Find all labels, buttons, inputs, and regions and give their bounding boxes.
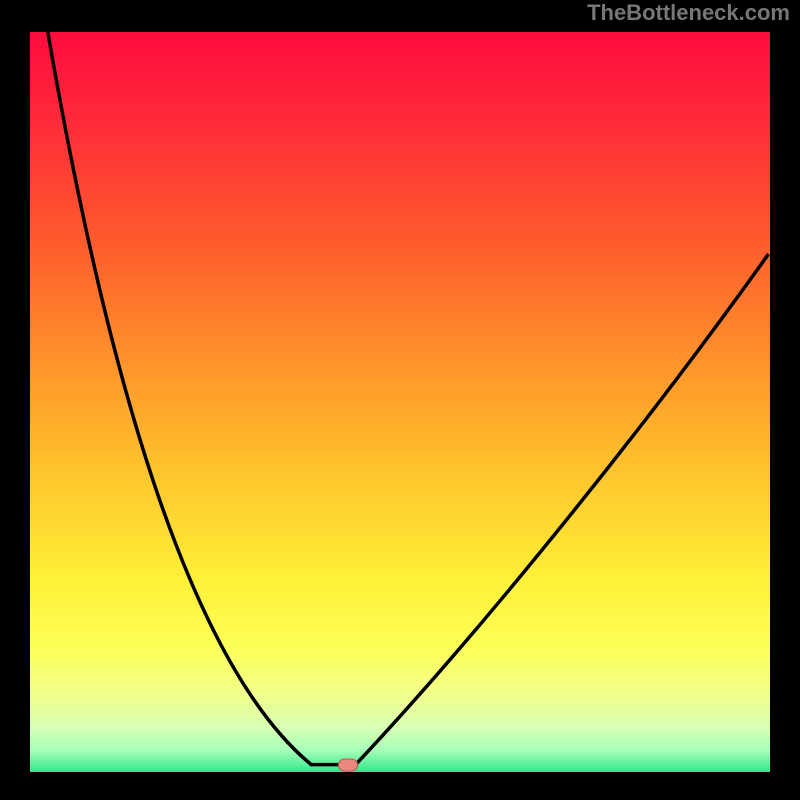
chart-container: TheBottleneck.com bbox=[0, 0, 800, 800]
bottleneck-curve bbox=[30, 32, 770, 772]
plot-area bbox=[30, 32, 770, 772]
watermark-text: TheBottleneck.com bbox=[587, 0, 790, 26]
curve-path bbox=[48, 32, 769, 765]
optimum-marker bbox=[338, 759, 358, 772]
